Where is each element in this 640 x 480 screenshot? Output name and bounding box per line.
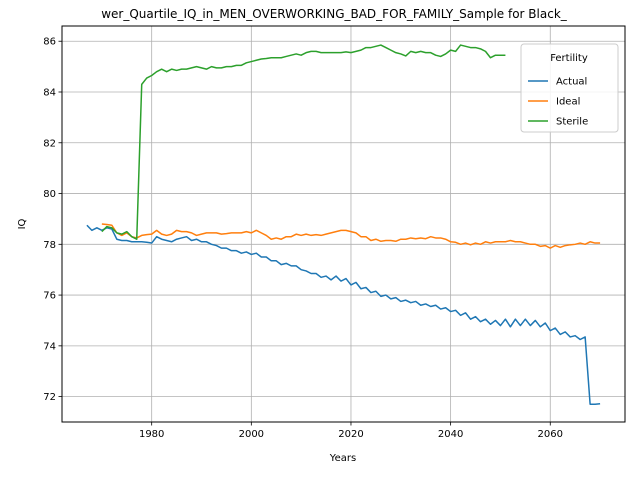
y-tick-label: 84 <box>43 88 56 99</box>
y-axis-label: IQ <box>17 218 28 229</box>
x-tick-label: 2020 <box>338 429 363 440</box>
legend-box <box>520 43 619 133</box>
plot-area-frame <box>61 25 626 423</box>
legend-label-sterile: Sterile <box>556 117 588 128</box>
chart-title: wer_Quartile_IQ_in_MEN_OVERWORKING_BAD_F… <box>101 7 568 21</box>
y-tick-label: 72 <box>43 392 56 403</box>
series-line-sterile <box>101 44 506 240</box>
y-tick-label: 74 <box>43 341 56 352</box>
series-lines <box>86 44 601 405</box>
y-tick-label: 82 <box>43 138 56 149</box>
y-tick-label: 78 <box>43 240 56 251</box>
x-axis-label: Years <box>329 453 356 464</box>
y-tick-label: 86 <box>43 37 56 48</box>
legend-items: Actual Ideal Sterile <box>528 77 588 128</box>
x-tick-label: 1980 <box>139 429 164 440</box>
grid <box>62 26 625 422</box>
axis-ticks: 1980 2000 2020 2040 2060 72 74 76 78 80 82 84 86 <box>43 37 563 440</box>
series-line-ideal <box>101 223 601 249</box>
x-tick-label: 2060 <box>538 429 563 440</box>
x-tick-label: 2040 <box>438 429 463 440</box>
series-line-actual <box>86 224 601 405</box>
legend-label-ideal: Ideal <box>556 97 580 108</box>
y-tick-label: 76 <box>43 291 56 302</box>
legend-title: Fertility <box>550 53 588 64</box>
legend-label-actual: Actual <box>556 77 587 88</box>
x-tick-label: 2000 <box>239 429 264 440</box>
legend: Fertility Actual Ideal Sterile <box>520 43 619 133</box>
y-tick-label: 80 <box>43 189 56 200</box>
